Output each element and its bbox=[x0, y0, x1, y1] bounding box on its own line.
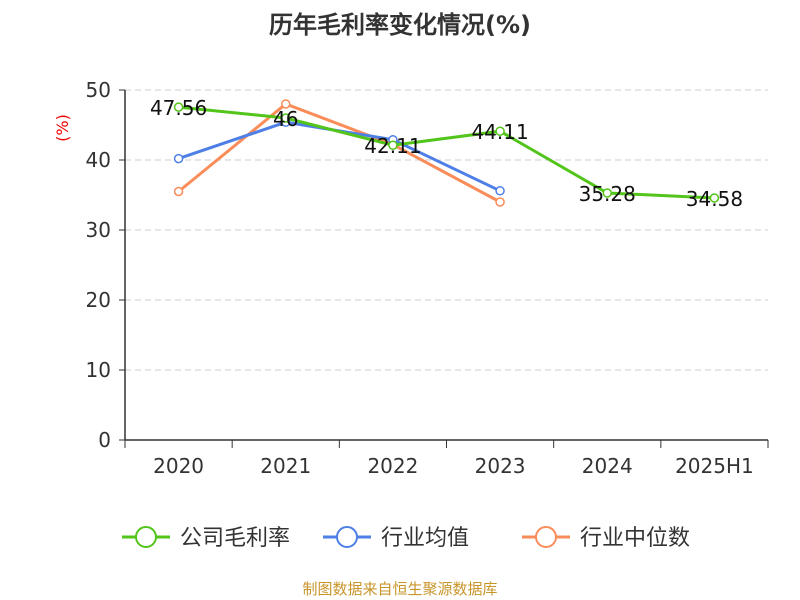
data-point bbox=[709, 193, 720, 203]
data-point bbox=[388, 140, 398, 150]
data-point bbox=[495, 186, 505, 196]
y-tick-label: 0 bbox=[98, 428, 111, 452]
legend-marker-icon bbox=[336, 526, 358, 548]
legend-item: 公司毛利率 bbox=[180, 526, 290, 551]
y-tick-label: 50 bbox=[86, 78, 111, 102]
y-tick-label: 40 bbox=[86, 148, 111, 172]
data-point bbox=[281, 99, 291, 109]
series-line-0 bbox=[178, 105, 715, 200]
data-point bbox=[173, 186, 184, 197]
data-point bbox=[602, 188, 612, 198]
data-point bbox=[495, 197, 505, 207]
data-label: 47.56 bbox=[150, 96, 207, 120]
data-label: 34.58 bbox=[686, 187, 743, 211]
y-axis-label: (%) bbox=[53, 114, 72, 142]
legend-marker-icon bbox=[535, 526, 557, 548]
x-tick-label: 2025H1 bbox=[675, 454, 754, 478]
x-tick-label: 2023 bbox=[475, 454, 526, 478]
x-tick-label: 2020 bbox=[153, 454, 204, 478]
x-tick-label: 2021 bbox=[260, 454, 311, 478]
data-label: 46 bbox=[273, 107, 298, 131]
legend-item: 行业均值 bbox=[381, 526, 469, 551]
chart-title: 历年毛利率变化情况(%) bbox=[269, 11, 531, 39]
series-line-2 bbox=[177, 102, 501, 204]
y-tick-label: 20 bbox=[86, 288, 111, 312]
y-tick-label: 30 bbox=[86, 218, 111, 242]
legend-marker-icon bbox=[135, 526, 157, 548]
data-point bbox=[281, 113, 291, 123]
data-label: 44.11 bbox=[471, 120, 528, 144]
data-point bbox=[495, 126, 505, 136]
data-point bbox=[173, 153, 184, 164]
x-tick-label: 2022 bbox=[367, 454, 418, 478]
y-tick-label: 10 bbox=[86, 358, 111, 382]
x-tick-label: 2024 bbox=[582, 454, 633, 478]
legend-item: 行业中位数 bbox=[580, 526, 690, 551]
data-label: 35.28 bbox=[579, 182, 636, 206]
source-note: 制图数据来自恒生聚源数据库 bbox=[302, 580, 497, 598]
data-label: 42.11 bbox=[364, 134, 421, 158]
data-point bbox=[173, 102, 184, 112]
